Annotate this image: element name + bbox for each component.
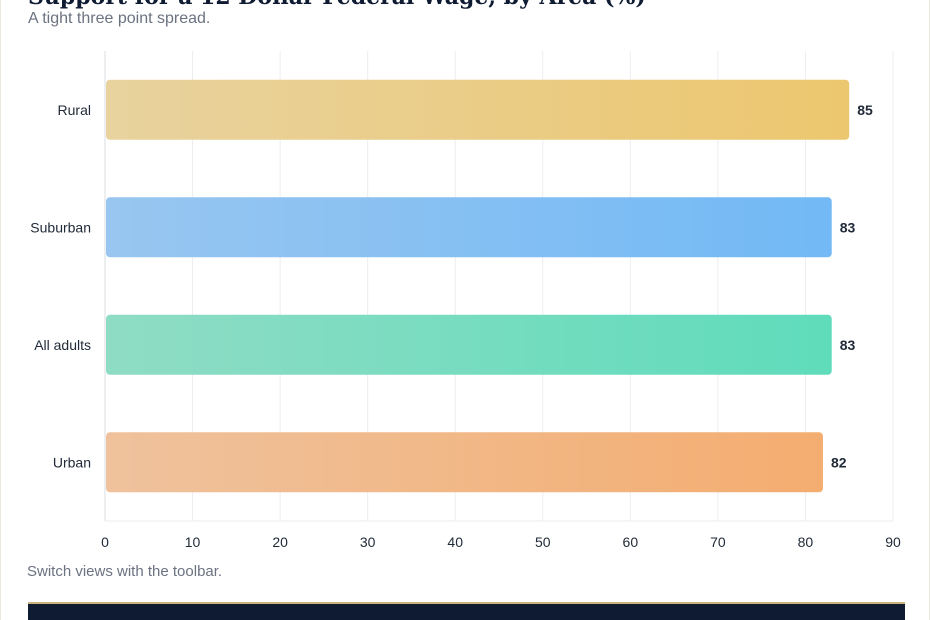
- value-label: 83: [840, 337, 856, 353]
- x-tick-label: 50: [535, 534, 551, 550]
- x-tick-label: 40: [447, 534, 463, 550]
- bar-suburban[interactable]: [106, 197, 832, 258]
- bar-chart: Rural 85 Suburban 83 All adults 83 Urban 82 0 10…: [30, 51, 901, 550]
- toolbar[interactable]: [28, 602, 905, 620]
- chart-title: Support for a 12 Dollar Federal Wage, by…: [28, 0, 646, 10]
- bar-rural[interactable]: [106, 79, 850, 140]
- value-label: 85: [857, 102, 873, 118]
- x-tick-label: 70: [710, 534, 726, 550]
- category-label: Urban: [53, 454, 91, 470]
- x-tick-label: 30: [360, 534, 376, 550]
- category-label: All adults: [34, 337, 91, 353]
- bars: Rural 85 Suburban 83 All adults 83 Urban 82: [30, 79, 873, 493]
- toolbar-hint: Switch views with the toolbar.: [27, 563, 223, 580]
- x-tick-label: 10: [185, 534, 201, 550]
- x-tick-label: 0: [101, 534, 109, 550]
- x-tick-label: 80: [798, 534, 814, 550]
- x-axis-ticks: 0 10 20 30 40 50 60 70 80 90: [101, 534, 901, 550]
- bar-urban[interactable]: [106, 432, 823, 493]
- value-label: 83: [840, 219, 856, 235]
- x-tick-label: 60: [623, 534, 639, 550]
- bar-all-adults[interactable]: [106, 314, 832, 375]
- x-tick-label: 90: [885, 534, 901, 550]
- x-tick-label: 20: [272, 534, 288, 550]
- chart-subtitle: A tight three point spread.: [28, 10, 211, 27]
- category-label: Suburban: [30, 219, 91, 235]
- category-label: Rural: [58, 102, 91, 118]
- value-label: 82: [831, 454, 847, 470]
